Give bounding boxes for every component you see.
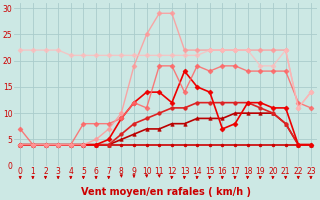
X-axis label: Vent moyen/en rafales ( km/h ): Vent moyen/en rafales ( km/h ) [81, 187, 251, 197]
